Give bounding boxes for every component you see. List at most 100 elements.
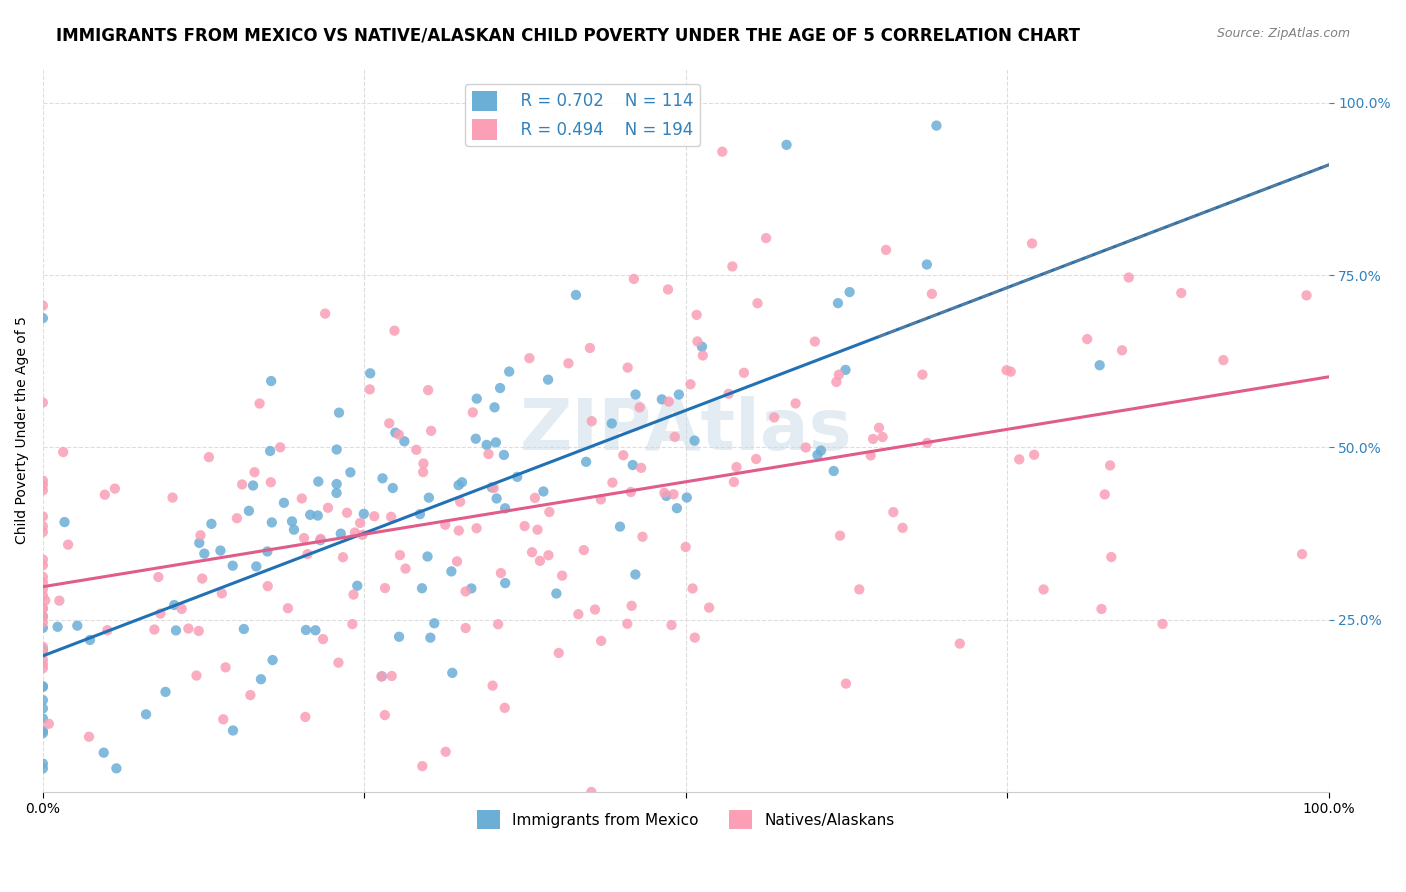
Natives/Alaskans [664, 430, 686, 444]
Immigrants from Mexico [32, 693, 55, 707]
Natives/Alaskans [32, 524, 55, 539]
Natives/Alaskans [363, 509, 385, 524]
Y-axis label: Child Poverty Under the Age of 5: Child Poverty Under the Age of 5 [15, 317, 30, 544]
Natives/Alaskans [679, 377, 702, 392]
Immigrants from Mexico [565, 288, 588, 302]
Natives/Alaskans [32, 519, 55, 533]
Immigrants from Mexico [32, 680, 55, 694]
Immigrants from Mexico [447, 478, 470, 492]
Natives/Alaskans [454, 584, 477, 599]
Natives/Alaskans [654, 486, 676, 500]
Natives/Alaskans [381, 669, 404, 683]
Immigrants from Mexico [359, 367, 381, 381]
Natives/Alaskans [32, 474, 55, 488]
Natives/Alaskans [804, 334, 827, 349]
Natives/Alaskans [314, 307, 336, 321]
Immigrants from Mexico [259, 444, 281, 458]
Natives/Alaskans [911, 368, 934, 382]
Natives/Alaskans [104, 482, 127, 496]
Natives/Alaskans [657, 283, 679, 297]
Natives/Alaskans [388, 548, 411, 562]
Immigrants from Mexico [295, 623, 318, 637]
Natives/Alaskans [1094, 487, 1116, 501]
Immigrants from Mexico [494, 576, 516, 591]
Natives/Alaskans [96, 624, 118, 638]
Natives/Alaskans [616, 616, 638, 631]
Immigrants from Mexico [823, 464, 845, 478]
Natives/Alaskans [589, 492, 612, 507]
Natives/Alaskans [1295, 288, 1317, 302]
Natives/Alaskans [32, 483, 55, 498]
Natives/Alaskans [34, 593, 56, 607]
Immigrants from Mexico [32, 609, 55, 624]
Immigrants from Mexico [371, 471, 394, 485]
Immigrants from Mexico [498, 365, 520, 379]
Natives/Alaskans [581, 414, 603, 428]
Natives/Alaskans [394, 561, 416, 575]
Immigrants from Mexico [575, 455, 598, 469]
Immigrants from Mexico [419, 631, 441, 645]
Immigrants from Mexico [409, 507, 432, 521]
Natives/Alaskans [291, 491, 314, 506]
Natives/Alaskans [32, 640, 55, 654]
Natives/Alaskans [612, 448, 634, 462]
Natives/Alaskans [872, 430, 894, 444]
Natives/Alaskans [1291, 547, 1313, 561]
Natives/Alaskans [835, 676, 858, 690]
Natives/Alaskans [1000, 365, 1022, 379]
Natives/Alaskans [572, 543, 595, 558]
Natives/Alaskans [412, 457, 434, 471]
Natives/Alaskans [921, 286, 943, 301]
Natives/Alaskans [52, 445, 75, 459]
Immigrants from Mexico [665, 501, 688, 516]
Text: IMMIGRANTS FROM MEXICO VS NATIVE/ALASKAN CHILD POVERTY UNDER THE AGE OF 5 CORREL: IMMIGRANTS FROM MEXICO VS NATIVE/ALASKAN… [56, 27, 1080, 45]
Natives/Alaskans [1152, 616, 1174, 631]
Immigrants from Mexico [32, 726, 55, 740]
Natives/Alaskans [711, 145, 734, 159]
Immigrants from Mexico [309, 533, 332, 548]
Immigrants from Mexico [810, 443, 832, 458]
Natives/Alaskans [683, 631, 706, 645]
Immigrants from Mexico [394, 434, 416, 449]
Natives/Alaskans [697, 600, 720, 615]
Natives/Alaskans [1170, 285, 1192, 300]
Natives/Alaskans [581, 785, 603, 799]
Natives/Alaskans [489, 566, 512, 580]
Natives/Alaskans [349, 516, 371, 530]
Natives/Alaskans [48, 593, 70, 607]
Natives/Alaskans [461, 405, 484, 419]
Natives/Alaskans [342, 588, 364, 602]
Natives/Alaskans [482, 481, 505, 495]
Immigrants from Mexico [299, 508, 322, 522]
Immigrants from Mexico [388, 630, 411, 644]
Immigrants from Mexico [66, 618, 89, 632]
Immigrants from Mexico [32, 701, 55, 715]
Natives/Alaskans [486, 617, 509, 632]
Natives/Alaskans [277, 601, 299, 615]
Natives/Alaskans [434, 745, 457, 759]
Natives/Alaskans [685, 308, 707, 322]
Natives/Alaskans [616, 360, 638, 375]
Immigrants from Mexico [304, 624, 326, 638]
Immigrants from Mexico [600, 417, 623, 431]
Immigrants from Mexico [93, 746, 115, 760]
Immigrants from Mexico [353, 507, 375, 521]
Immigrants from Mexico [200, 516, 222, 531]
Immigrants from Mexico [346, 579, 368, 593]
Immigrants from Mexico [806, 448, 828, 462]
Immigrants from Mexico [537, 373, 560, 387]
Immigrants from Mexico [423, 616, 446, 631]
Natives/Alaskans [447, 524, 470, 538]
Immigrants from Mexico [328, 406, 350, 420]
Natives/Alaskans [519, 351, 541, 366]
Natives/Alaskans [454, 621, 477, 635]
Natives/Alaskans [1024, 448, 1046, 462]
Immigrants from Mexico [32, 679, 55, 693]
Natives/Alaskans [891, 521, 914, 535]
Natives/Alaskans [446, 554, 468, 568]
Natives/Alaskans [177, 622, 200, 636]
Natives/Alaskans [359, 383, 381, 397]
Natives/Alaskans [1111, 343, 1133, 358]
Immigrants from Mexico [1088, 358, 1111, 372]
Natives/Alaskans [32, 661, 55, 675]
